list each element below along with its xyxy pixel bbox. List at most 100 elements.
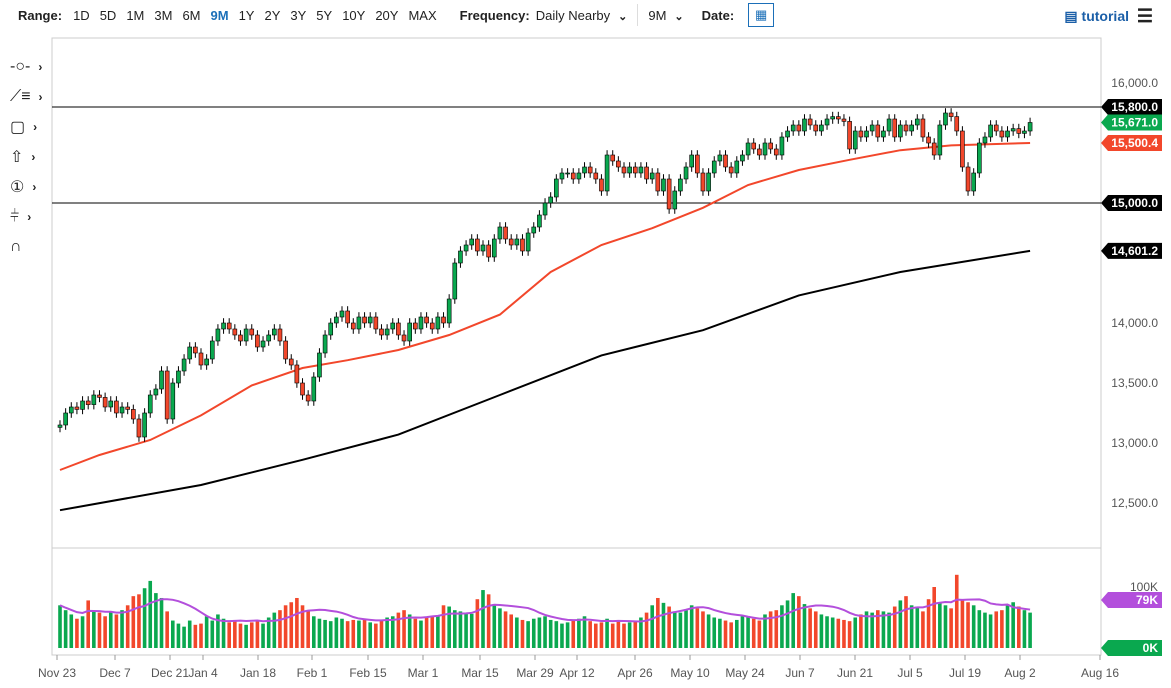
volume-bar [830,617,835,648]
trendline-tool[interactable]: ⟋≡ › [10,82,43,112]
candle [429,322,435,330]
candle [661,178,666,192]
candle [819,124,824,132]
volume-bar [977,610,982,648]
volume-bar [221,618,226,648]
x-tick-label: Dec 7 [99,666,131,680]
candle [960,130,965,168]
volume-bar [565,622,570,648]
volume-bar [627,622,632,648]
candle [768,142,773,150]
candle [745,142,751,156]
candle [807,118,813,126]
crosshair-tool[interactable]: -○- › [10,52,43,82]
fib-tool[interactable]: ⫩ › [10,202,43,232]
range-10y[interactable]: 10Y [342,7,366,23]
candle [700,172,706,192]
volume-bar [971,605,976,648]
volume-bar [718,618,722,648]
rectangle-tool[interactable]: ▢ › [10,112,43,142]
candle [926,136,931,144]
volume-bar [802,604,807,648]
range-1m[interactable]: 1M [126,7,145,23]
candle [57,424,63,428]
volume-bar [605,618,609,648]
x-tick-label: Aug 16 [1081,666,1119,680]
volume-bar [960,599,965,648]
candle [841,118,847,122]
candle [993,124,999,132]
range-9m[interactable]: 9M [210,7,229,23]
range-6m[interactable]: 6M [182,7,201,23]
volume-bar [75,618,79,648]
candle [384,328,390,336]
candle [525,232,531,252]
volume-bar [729,622,733,648]
arrow-tool[interactable]: ⇧ › [10,142,43,172]
chevron-right-icon: › [32,180,37,194]
x-tick-label: Jan 18 [240,666,276,680]
candle [193,346,198,354]
range-1d[interactable]: 1D [73,7,90,23]
volume-bar [137,594,141,648]
volume-bar [548,619,553,648]
candle [68,406,74,414]
candle [475,238,480,252]
candle [74,406,80,410]
volume-bar [689,605,694,648]
line-price-tag-bg [1101,99,1162,115]
range-2y[interactable]: 2Y [264,7,281,23]
range-5d[interactable]: 5D [99,7,117,23]
candle [334,316,339,324]
range-max[interactable]: MAX [408,7,437,23]
candle [604,154,610,192]
chevron-down-icon: ⌄ [674,10,684,23]
frequency-dropdown[interactable]: Daily Nearby ⌄ [536,8,628,23]
period-dropdown[interactable]: 9M ⌄ [648,8,683,23]
volume-bar [441,605,446,648]
volume-bar [272,612,277,648]
line-price-tag: 15,800.0 [1111,100,1158,114]
candle [886,118,892,132]
x-tick-label: Jul 19 [949,666,981,680]
range-1y[interactable]: 1Y [238,7,255,23]
marker-tool[interactable]: ① › [10,172,43,202]
x-tick-label: Feb 1 [297,666,328,680]
candle [260,340,266,348]
chevron-right-icon: › [38,60,43,74]
x-tick-label: Jan 4 [188,666,218,680]
range-20y[interactable]: 20Y [375,7,399,23]
drawing-toolbar: -○- › ⟋≡ › ▢ › ⇧ › ① › ⫩ › ∩ [10,52,43,262]
volume-bar [639,617,643,648]
volume-bar [909,605,914,648]
volume-bar [537,617,542,648]
tutorial-link[interactable]: ▤ tutorial [1064,8,1129,25]
volume-bar [842,619,846,648]
plot-frame [51,37,1102,656]
candle [232,328,238,336]
candle [418,316,424,330]
price-tag: 14,601.2 [1111,244,1158,258]
candle [785,130,790,138]
calendar-icon[interactable]: ▦ [748,3,775,27]
candle [255,334,260,348]
magnet-tool[interactable]: ∩ [10,232,43,262]
magnet-icon: ∩ [10,238,22,255]
line-price-tag: 15,000.0 [1111,196,1158,210]
volume-bar [943,605,948,648]
candle [181,358,187,372]
candle [903,124,909,132]
range-3y[interactable]: 3Y [290,7,307,23]
candle [824,118,830,126]
volume-bar [300,605,305,648]
volume-bar [588,621,592,648]
menu-icon[interactable]: ☰ [1136,6,1153,26]
candle [565,172,570,175]
candle [142,412,147,438]
volume-bar [340,618,344,648]
candle [187,346,193,360]
range-3m[interactable]: 3M [154,7,173,23]
candle [587,166,593,174]
range-5y[interactable]: 5Y [316,7,333,23]
